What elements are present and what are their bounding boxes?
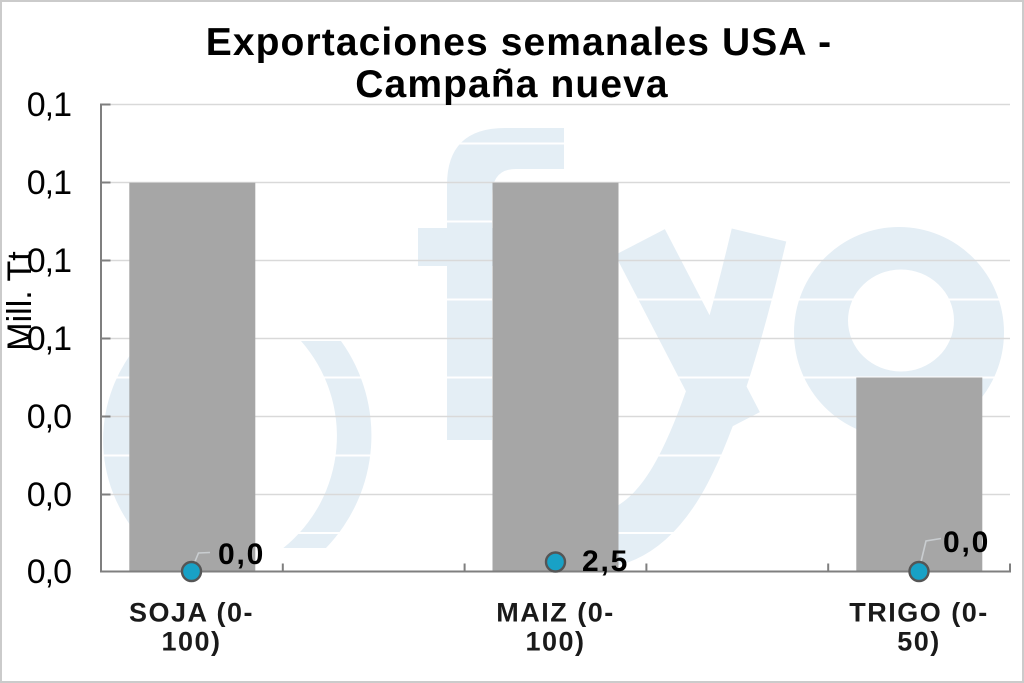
svg-text:SOJA (0-: SOJA (0- xyxy=(129,598,254,628)
svg-text:0,0: 0,0 xyxy=(27,553,71,591)
svg-text:Exportaciones semanales USA -: Exportaciones semanales USA - xyxy=(206,21,833,64)
svg-text:Mill. Tt: Mill. Tt xyxy=(1,251,39,351)
svg-text:100): 100) xyxy=(161,627,221,657)
svg-text:100): 100) xyxy=(525,627,585,657)
svg-text:50): 50) xyxy=(897,627,941,657)
svg-text:0,1: 0,1 xyxy=(27,86,71,124)
svg-text:0,0: 0,0 xyxy=(27,398,71,436)
svg-text:0,1: 0,1 xyxy=(27,320,71,358)
svg-text:0,1: 0,1 xyxy=(27,242,71,280)
svg-text:0,0: 0,0 xyxy=(27,476,71,514)
svg-text:2,5: 2,5 xyxy=(582,545,629,578)
svg-text:TRIGO (0-: TRIGO (0- xyxy=(849,598,989,628)
svg-text:MAIZ (0-: MAIZ (0- xyxy=(496,598,614,628)
svg-text:0,1: 0,1 xyxy=(27,164,71,202)
svg-text:0,0: 0,0 xyxy=(218,538,265,571)
svg-text:Campaña nueva: Campaña nueva xyxy=(355,63,668,106)
svg-text:0,0: 0,0 xyxy=(943,526,990,559)
